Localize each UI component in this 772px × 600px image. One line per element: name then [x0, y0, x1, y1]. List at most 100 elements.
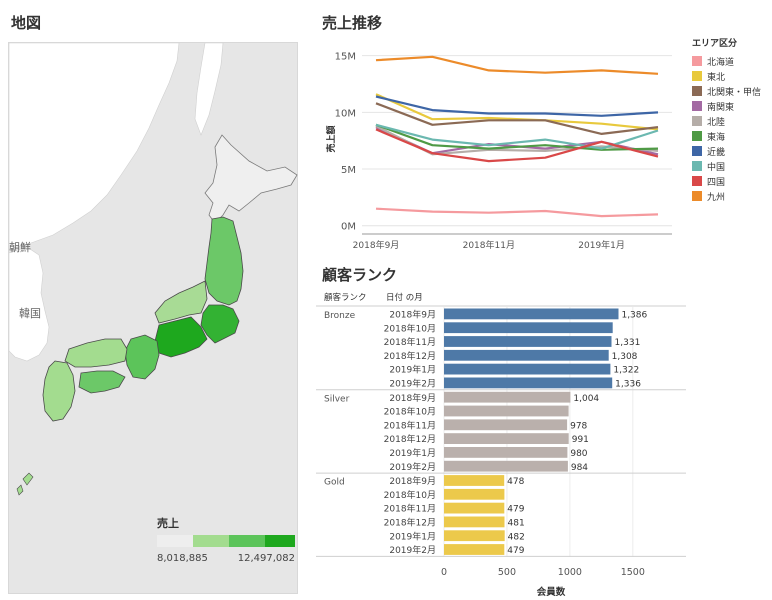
map-canvas[interactable]: 売上 8,018,885 12,497,082 [9, 43, 299, 595]
rank-group-label: Bronze [324, 311, 356, 321]
x-tick-label: 2019年1月 [578, 239, 625, 251]
bar-value-label: 1,331 [615, 338, 641, 348]
member-count-bar[interactable] [444, 502, 505, 514]
month-label: 2019年1月 [389, 530, 436, 542]
region-shikoku[interactable] [78, 370, 126, 394]
member-count-bar[interactable] [444, 447, 568, 458]
member-count-bar[interactable] [444, 475, 505, 486]
legend-item[interactable]: 南関東 [692, 101, 734, 113]
map-legend-title: 売上 [157, 516, 179, 530]
region-hokuriku[interactable] [154, 280, 208, 324]
legend-item[interactable]: 北海道 [692, 56, 734, 68]
legend-step-2 [229, 535, 265, 547]
bar-value-label: 481 [508, 519, 525, 529]
bar-value-label: 978 [570, 421, 587, 431]
legend-item[interactable]: 東北 [692, 71, 725, 83]
legend-label: 北関東・甲信 [707, 86, 761, 98]
region-chugoku[interactable] [64, 338, 128, 368]
line-chart-y-axis: 0M 5M 10M 15M [335, 52, 356, 233]
region-tokai[interactable] [154, 316, 208, 358]
month-label: 2018年9月 [389, 475, 436, 487]
sales-trend-chart[interactable]: 0M 5M 10M 15M 2018年9月 2018年11月 2019年1月 エリア区分北… [310, 30, 770, 280]
member-count-bar[interactable] [444, 336, 612, 347]
month-label: 2019年2月 [389, 544, 436, 556]
legend-item[interactable]: 中国 [692, 161, 725, 173]
x-tick-label: 2018年11月 [463, 239, 515, 251]
legend-label: 四国 [707, 177, 725, 188]
series-line[interactable] [375, 102, 659, 136]
series-line[interactable] [375, 128, 659, 163]
line-chart-x-axis: 2018年9月 2018年11月 2019年1月 [353, 233, 672, 251]
y-tick-label: 0M [341, 222, 356, 233]
rank-column-header: 顧客ランク [324, 292, 367, 303]
x-tick-label: 1500 [621, 567, 645, 578]
bar-chart-header: 顧客ランク 日付 の月 [316, 292, 686, 307]
legend-max-label: 12,497,082 [238, 553, 295, 564]
x-tick-label: 500 [498, 567, 516, 578]
legend-label: 東海 [707, 131, 725, 143]
customer-rank-title: 顧客ランク [322, 266, 398, 284]
x-tick-label: 0 [441, 567, 447, 578]
region-kanto[interactable] [200, 304, 240, 344]
member-count-bar[interactable] [444, 322, 613, 334]
member-count-bar[interactable] [444, 349, 609, 361]
region-okinawa[interactable] [16, 472, 34, 496]
legend-title: エリア区分 [692, 37, 737, 49]
member-count-bar[interactable] [444, 391, 571, 403]
series-line[interactable] [375, 93, 659, 131]
legend-step-3 [265, 535, 295, 547]
legend-swatch [692, 131, 702, 141]
month-label: 2018年11月 [384, 336, 436, 348]
member-count-bar[interactable] [444, 516, 505, 528]
region-hokkaido[interactable] [204, 134, 298, 224]
sales-trend-title: 売上推移 [322, 14, 383, 32]
legend-swatch [692, 71, 702, 81]
region-tohoku[interactable] [204, 216, 244, 306]
legend-label: 北海道 [707, 56, 734, 68]
bar-value-label: 1,004 [573, 394, 599, 404]
member-count-bar[interactable] [444, 433, 569, 444]
customer-rank-chart[interactable]: 顧客ランク 日付 の月 Bronze 2018年9月 1,3862018年10月201… [316, 288, 696, 598]
month-label: 2018年11月 [384, 419, 436, 431]
japan-map[interactable]: 売上 8,018,885 12,497,082 朝鮮 韓国 [8, 42, 298, 594]
member-count-bar[interactable] [444, 544, 505, 555]
y-tick-label: 10M [335, 108, 356, 119]
legend-swatch [692, 101, 702, 111]
month-column-header: 日付 の月 [386, 292, 423, 303]
member-count-bar[interactable] [444, 530, 505, 542]
legend-item[interactable]: 近畿 [692, 146, 725, 158]
x-tick-label: 1000 [558, 567, 582, 578]
legend-item[interactable]: 北関東・甲信 [692, 86, 761, 98]
landmass-sakhalin [194, 43, 224, 136]
member-count-bar[interactable] [444, 460, 568, 472]
bar-value-label: 1,336 [615, 380, 641, 390]
legend-item[interactable]: 四国 [692, 176, 725, 188]
member-count-bar[interactable] [444, 308, 619, 320]
member-count-bar[interactable] [444, 488, 505, 500]
member-count-bar[interactable] [444, 377, 613, 389]
series-line[interactable] [375, 55, 659, 75]
member-count-bar[interactable] [444, 419, 568, 431]
region-kyushu[interactable] [42, 360, 76, 422]
month-label: 2018年11月 [384, 503, 436, 515]
series-line[interactable] [375, 123, 659, 151]
map-label-south-korea: 韓国 [19, 307, 41, 320]
legend-item[interactable]: 九州 [692, 191, 725, 203]
legend-swatch [692, 56, 702, 66]
region-kinki[interactable] [124, 334, 160, 380]
series-line[interactable] [375, 207, 659, 218]
legend-item[interactable]: 東海 [692, 131, 725, 143]
month-label: 2018年10月 [384, 322, 436, 334]
month-label: 2018年12月 [384, 350, 436, 362]
line-chart-grid [362, 55, 672, 227]
legend-label: 東北 [707, 71, 725, 83]
series-line[interactable] [375, 123, 659, 150]
legend-item[interactable]: 北陸 [692, 116, 725, 128]
bar-value-label: 478 [507, 477, 524, 487]
member-count-bar[interactable] [444, 405, 569, 417]
legend-swatch [692, 191, 702, 201]
series-line[interactable] [375, 95, 659, 117]
member-count-bar[interactable] [444, 363, 611, 375]
legend-swatch [692, 116, 702, 126]
